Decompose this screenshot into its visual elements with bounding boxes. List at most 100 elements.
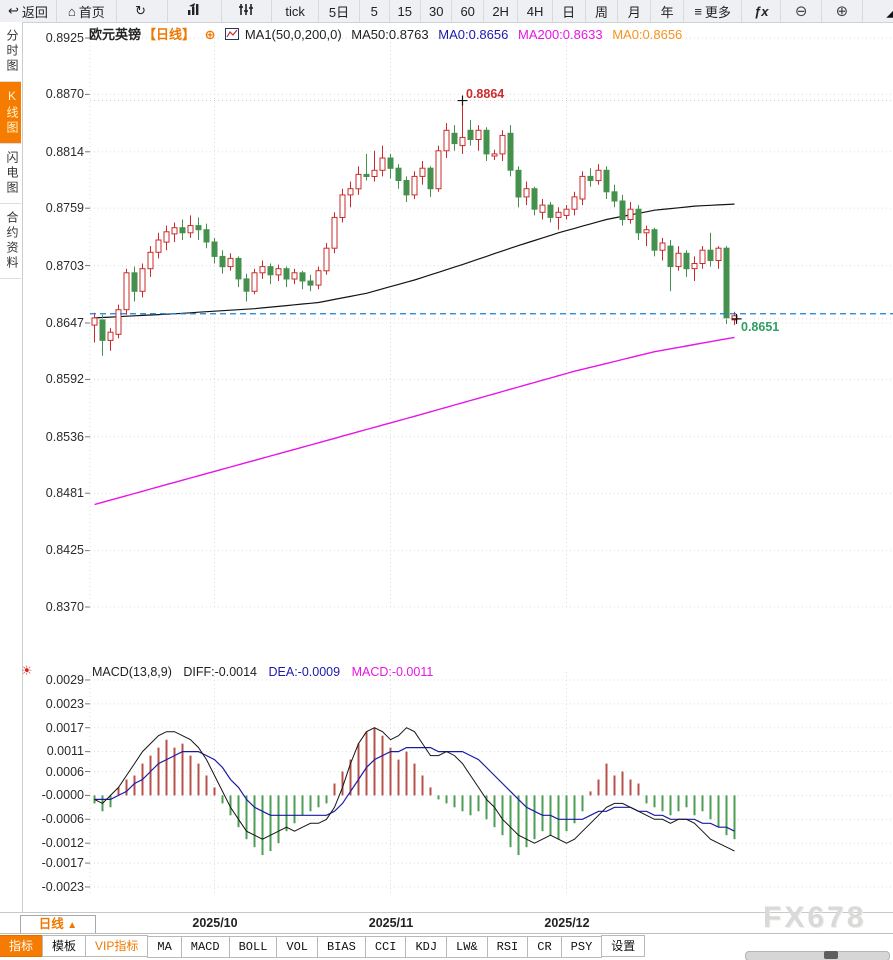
tab-cr[interactable]: CR [527, 936, 562, 958]
horizontal-scrollbar[interactable] [745, 951, 890, 960]
draw-pen-icon: ◢ [886, 3, 893, 19]
interval-60m-button[interactable]: 60 [452, 0, 484, 22]
sidebar-item-kline-chart[interactable]: K线图 [0, 82, 21, 144]
ma0-blue-value: MA0:0.8656 [438, 27, 509, 42]
interval-day-button[interactable]: 日 [553, 0, 586, 22]
macd-dea-value: DEA:-0.0009 [268, 665, 341, 679]
price-axis-label: 0.8703 [45, 259, 84, 273]
sidebar-item-lightning-chart[interactable]: 闪电图 [0, 144, 21, 204]
macd-axis-label: -0.0023 [41, 880, 84, 894]
sidebar-item-timeshare-chart[interactable]: 分时图 [0, 22, 21, 82]
ma-settings-label: MA1(50,0,200,0) [244, 27, 342, 42]
sidebar-item-contract-info[interactable]: 合约资料 [0, 204, 21, 279]
tab-kdj[interactable]: KDJ [405, 936, 448, 958]
triangle-up-icon: ▲ [67, 920, 78, 931]
price-axis-label: 0.8536 [45, 430, 84, 444]
price-axis-label: 0.8592 [45, 372, 84, 386]
refresh-button[interactable]: ↻ [117, 0, 169, 22]
back-arrow-icon: ↩ [8, 3, 19, 18]
interval-year-button[interactable]: 年 [651, 0, 685, 22]
bar-chart-icon [187, 3, 202, 19]
date-tick-label: 2025/11 [368, 916, 414, 930]
timeframe-label: 【日线】 [143, 27, 196, 42]
tick-button[interactable]: tick [272, 0, 320, 22]
tab-cci[interactable]: CCI [364, 936, 407, 958]
tab-template[interactable]: 模板 [42, 935, 87, 957]
macd-axis-label: -0.0017 [41, 856, 84, 870]
fx-indicator-button[interactable]: ƒx [742, 0, 782, 22]
date-tick-label: 2025/10 [192, 916, 238, 930]
macd-axis-label: -0.0012 [41, 836, 84, 850]
tab-bias[interactable]: BIAS [317, 936, 366, 958]
macd-axis-label: 0.0011 [46, 744, 84, 758]
tab-ma[interactable]: MA [147, 936, 182, 958]
period-selector[interactable]: 日线 ▲ [20, 915, 96, 934]
interval-5d-button[interactable]: 5日 [319, 0, 360, 22]
last-price-annotation: 0.8651 [741, 320, 780, 334]
tab-macd[interactable]: MACD [180, 936, 230, 958]
price-axis-label: 0.8370 [45, 600, 84, 614]
zoom-out-button[interactable]: ⊖ [781, 0, 823, 22]
interval-4h-button[interactable]: 4H [518, 0, 553, 22]
macd-title: MACD(13,8,9) [92, 665, 172, 679]
indicator-tab-bar: 指标 模板 VIP指标 MA MACD BOLL VOL BIAS CCI KDJ LW& RSI CR… [0, 933, 893, 959]
mini-chart-icon [225, 27, 243, 42]
interval-month-button[interactable]: 月 [618, 0, 652, 22]
tab-rsi[interactable]: RSI [486, 936, 529, 958]
tab-settings[interactable]: 设置 [601, 935, 646, 957]
interval-30m-button[interactable]: 30 [421, 0, 453, 22]
chart-legend: 欧元英镑 【日线】 ⊕ MA1(50,0,200,0) MA50:0.8763 M… [89, 24, 688, 43]
more-button[interactable]: ≡ 更多 [684, 0, 743, 22]
ma0-orange-value: MA0:0.8656 [612, 27, 683, 42]
symbol-name: 欧元英镑 [89, 27, 142, 42]
macd-axis-label: 0.0006 [45, 765, 84, 779]
macd-legend: MACD(13,8,9) DIFF:-0.0014 DEA:-0.0009 MA… [92, 665, 441, 679]
candles-icon [238, 3, 254, 19]
zoom-in-button[interactable]: ⊕ [822, 0, 863, 22]
macd-axis-label: -0.0006 [41, 812, 84, 826]
date-tick-label: 2025/12 [544, 916, 590, 930]
sidebar: 分时图 K线图 闪电图 合约资料 [0, 22, 23, 912]
indicator-settings-icon[interactable]: ☀ [21, 663, 33, 678]
tab-indicator[interactable]: 指标 [0, 935, 44, 957]
interval-5m-button[interactable]: 5 [360, 0, 390, 22]
tab-lwr[interactable]: LW& [446, 936, 488, 958]
x-axis-row: 日线 ▲ 2025/10 2025/11 2025/12 [0, 912, 893, 934]
interval-week-button[interactable]: 周 [586, 0, 619, 22]
macd-axis-label: -0.0000 [41, 788, 84, 802]
scrollbar-handle[interactable] [824, 951, 838, 959]
price-axis-label: 0.8925 [45, 31, 84, 45]
ma50-value: MA50:0.8763 [351, 27, 429, 42]
price-axis-label: 0.8870 [45, 87, 84, 101]
kline-style-button[interactable] [222, 0, 273, 22]
tab-vol[interactable]: VOL [276, 936, 319, 958]
macd-axis-label: 0.0017 [45, 721, 84, 735]
home-icon: ⌂ [67, 3, 76, 19]
macd-value: MACD:-0.0011 [351, 665, 434, 679]
hamburger-icon: ≡ [694, 3, 702, 19]
interval-2h-button[interactable]: 2H [484, 0, 519, 22]
price-axis-label: 0.8647 [45, 316, 84, 330]
tab-vip-indicator[interactable]: VIP指标 [85, 935, 149, 957]
macd-axis-label: 0.0029 [45, 673, 84, 687]
price-axis-label: 0.8481 [45, 486, 84, 500]
tab-psy[interactable]: PSY [560, 936, 603, 958]
back-button[interactable]: ↩ 返回 [0, 0, 57, 22]
home-button[interactable]: ⌂ 首页 [57, 0, 117, 22]
tab-boll[interactable]: BOLL [228, 936, 278, 958]
ma200-value: MA200:0.8633 [517, 27, 603, 42]
fx678-watermark: FX678 [763, 901, 867, 934]
price-axis-label: 0.8759 [45, 201, 84, 215]
draw-tool-button[interactable]: ◢ [863, 0, 893, 22]
interval-15m-button[interactable]: 15 [390, 0, 421, 22]
refresh-icon: ↻ [135, 3, 146, 18]
expand-icon[interactable]: ⊕ [204, 27, 216, 42]
price-axis-label: 0.8814 [45, 145, 84, 159]
chart-type-button[interactable] [168, 0, 222, 22]
macd-axis-label: 0.0023 [45, 697, 84, 711]
high-price-annotation: 0.8864 [466, 87, 505, 101]
macd-diff-value: DIFF:-0.0014 [183, 665, 258, 679]
toolbar: ↩ 返回 ⌂ 首页 ↻ tick 5日 5 15 30 60 2H 4H 日 周 [0, 0, 893, 23]
